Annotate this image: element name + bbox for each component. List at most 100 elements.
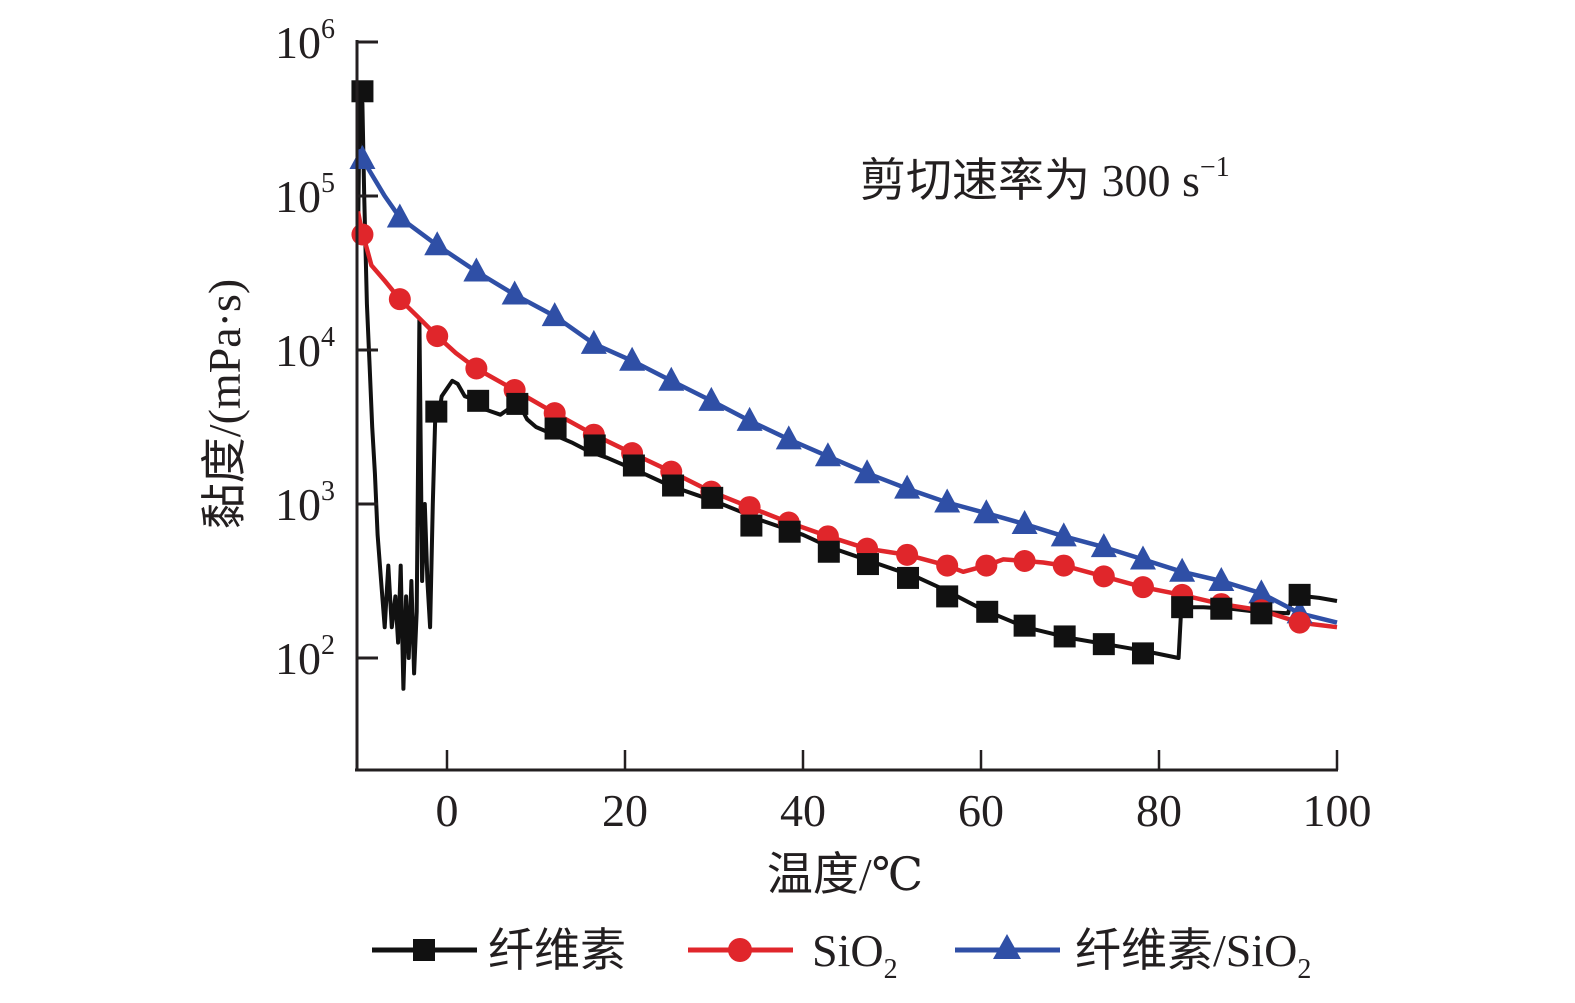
data-point-square	[897, 566, 920, 589]
data-point-square	[662, 474, 685, 497]
y-tick-exponent: 6	[321, 14, 335, 45]
legend-label-main: SiO	[812, 925, 884, 976]
data-point-circle	[388, 288, 411, 311]
data-point-square	[1250, 602, 1273, 625]
shear-rate-annotation: 剪切速率为 300 s−1	[860, 152, 1230, 206]
y-tick-base: 10	[275, 633, 321, 684]
series-line-circle	[355, 210, 1338, 630]
data-point-square	[778, 520, 801, 543]
data-point-triangle	[894, 474, 921, 499]
data-point-triangle	[736, 406, 763, 431]
data-point-square	[1131, 642, 1154, 665]
data-point-square	[583, 434, 606, 457]
data-point-triangle	[775, 425, 802, 450]
y-tick-label: 102	[275, 630, 335, 684]
legend-item: 纤维素/SiO2	[955, 925, 1311, 985]
legend-circle-icon	[728, 938, 752, 962]
data-point-triangle	[619, 346, 646, 371]
data-point-circle	[1092, 565, 1115, 588]
data-point-circle	[936, 554, 959, 577]
legend-label: 纤维素/SiO2	[1075, 925, 1311, 985]
x-tick-label: 60	[958, 785, 1004, 836]
legend-label: 纤维素	[488, 925, 626, 976]
y-tick-base: 10	[275, 479, 321, 530]
data-point-circle	[426, 325, 449, 348]
data-point-triangle	[814, 442, 841, 467]
data-point-triangle	[1208, 567, 1235, 591]
legend-label-subscript: 2	[884, 954, 898, 985]
data-point-circle	[465, 357, 488, 380]
data-point-triangle	[1011, 510, 1038, 535]
data-point-square	[936, 585, 959, 608]
data-point-square	[1171, 596, 1194, 619]
legend-item: 纤维素	[372, 925, 626, 976]
data-point-triangle	[349, 145, 376, 170]
y-tick-base: 10	[275, 171, 321, 222]
data-point-triangle	[424, 231, 451, 256]
plot-markers	[349, 80, 1313, 665]
axes	[355, 40, 1338, 772]
series-line-square	[356, 86, 1338, 691]
legend-label-main: 纤维素/SiO	[1075, 925, 1297, 976]
y-tick-label: 106	[275, 14, 335, 68]
data-point-triangle	[541, 302, 568, 327]
data-point-square	[1210, 597, 1233, 620]
data-point-square	[1013, 614, 1036, 637]
y-axis-title: 黏度/(mPa·s)	[199, 279, 250, 529]
data-point-circle	[1131, 576, 1154, 599]
data-point-circle	[738, 496, 761, 519]
data-point-triangle	[973, 499, 1000, 524]
data-point-triangle	[1129, 545, 1156, 570]
y-tick-exponent: 5	[321, 168, 335, 199]
data-point-triangle	[386, 203, 413, 228]
data-point-triangle	[1169, 557, 1196, 582]
x-ticks: 0 20 40 60 80 100	[436, 750, 1372, 836]
x-tick-label: 20	[602, 785, 648, 836]
data-point-square	[740, 514, 763, 537]
data-point-circle	[351, 223, 374, 246]
data-point-square	[1288, 583, 1311, 606]
data-point-square	[506, 392, 529, 415]
data-point-square	[701, 486, 724, 509]
data-point-square	[544, 417, 567, 440]
x-tick-label: 80	[1136, 785, 1182, 836]
data-point-square	[1092, 633, 1115, 656]
data-point-square	[1053, 625, 1076, 648]
data-point-triangle	[463, 257, 490, 282]
x-tick-label: 100	[1303, 785, 1372, 836]
data-point-square	[467, 389, 490, 412]
legend-label-main: 纤维素	[488, 925, 626, 976]
legend: 纤维素 SiO2 纤维素/SiO2	[372, 925, 1311, 985]
y-tick-exponent: 4	[321, 322, 335, 353]
data-point-circle	[896, 543, 919, 566]
series-line-triangle	[355, 148, 1338, 625]
y-tick-exponent: 2	[321, 630, 335, 661]
legend-item: SiO2	[688, 925, 898, 985]
data-point-triangle	[698, 386, 725, 411]
y-tick-label: 105	[275, 168, 335, 222]
data-point-square	[622, 454, 645, 477]
data-point-triangle	[934, 488, 961, 513]
x-tick-label: 0	[436, 785, 459, 836]
y-tick-label: 103	[275, 476, 335, 530]
y-tick-label: 104	[275, 322, 335, 376]
y-tick-base: 10	[275, 325, 321, 376]
data-point-triangle	[1050, 522, 1077, 547]
data-point-circle	[1052, 554, 1075, 577]
data-point-circle	[975, 554, 998, 577]
data-point-triangle	[1248, 579, 1275, 604]
data-point-square	[425, 400, 448, 423]
data-point-square	[351, 80, 374, 103]
legend-label: SiO2	[812, 925, 898, 985]
y-tick-base: 10	[275, 17, 321, 68]
shear-rate-text: 剪切速率为 300 s	[860, 155, 1200, 206]
data-point-triangle	[580, 329, 607, 354]
legend-label-subscript: 2	[1297, 954, 1311, 985]
data-point-triangle	[854, 459, 881, 484]
data-point-triangle	[1090, 533, 1117, 558]
data-point-square	[856, 553, 879, 576]
legend-triangle-icon	[993, 934, 1021, 959]
data-point-square	[976, 600, 999, 623]
